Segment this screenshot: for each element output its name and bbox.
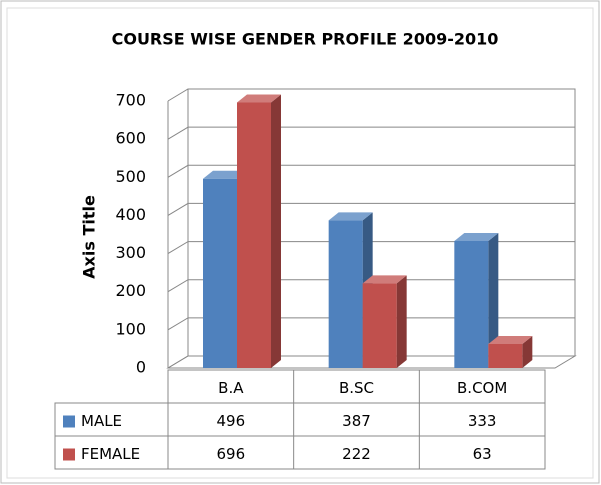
y-tick-label: 200 [115,281,146,300]
bar-top [362,275,407,284]
grid-line [167,317,575,331]
x-tick-label: B.SC [339,379,374,397]
bar [237,94,281,369]
y-tick-label: 300 [115,243,146,262]
table-value: 333 [468,412,497,430]
legend-label: FEMALE [81,445,140,463]
x-tick-label: B.A [218,379,244,397]
y-tick-label: 500 [115,167,146,186]
grid-line [167,164,575,178]
bar-front [328,220,363,368]
bar [488,335,533,368]
table-value: 387 [342,412,371,430]
chart-title: COURSE WISE GENDER PROFILE 2009-2010 [112,30,499,49]
table-value: 222 [342,445,371,463]
table-value: 696 [217,445,246,463]
bar-side [271,94,281,369]
grid-line [167,355,575,369]
x-tick-label: B.COM [457,379,507,397]
grid-line [167,279,575,293]
bar-front [237,102,271,369]
legend-label: MALE [81,412,122,430]
y-tick-label: 100 [115,319,146,338]
grid-line [167,202,575,216]
y-tick-label: 600 [115,129,146,148]
bar-top [454,232,499,241]
bar-front [488,343,523,368]
chart-area [6,7,594,479]
bar-side [396,275,407,368]
table-value: 496 [217,412,246,430]
bar-front [203,178,237,368]
grid-line [167,126,575,140]
grid-line [167,88,575,102]
legend-swatch [63,415,75,428]
grid-line [167,241,575,254]
table-value: 63 [473,445,492,463]
y-tick-label: 0 [136,358,146,377]
bar-side [488,232,499,368]
bar-top [203,170,247,179]
bar [362,275,407,368]
bar-top [488,335,533,344]
bar-top [237,94,281,103]
bar [454,232,499,368]
bar-front [362,283,397,368]
y-tick-label: 700 [115,91,146,110]
bar-top [328,212,373,221]
bar-front [454,240,489,368]
y-axis-title: Axis Title [80,195,99,279]
y-tick-label: 400 [115,205,146,224]
bar-side [522,335,533,368]
legend-swatch [63,448,75,461]
